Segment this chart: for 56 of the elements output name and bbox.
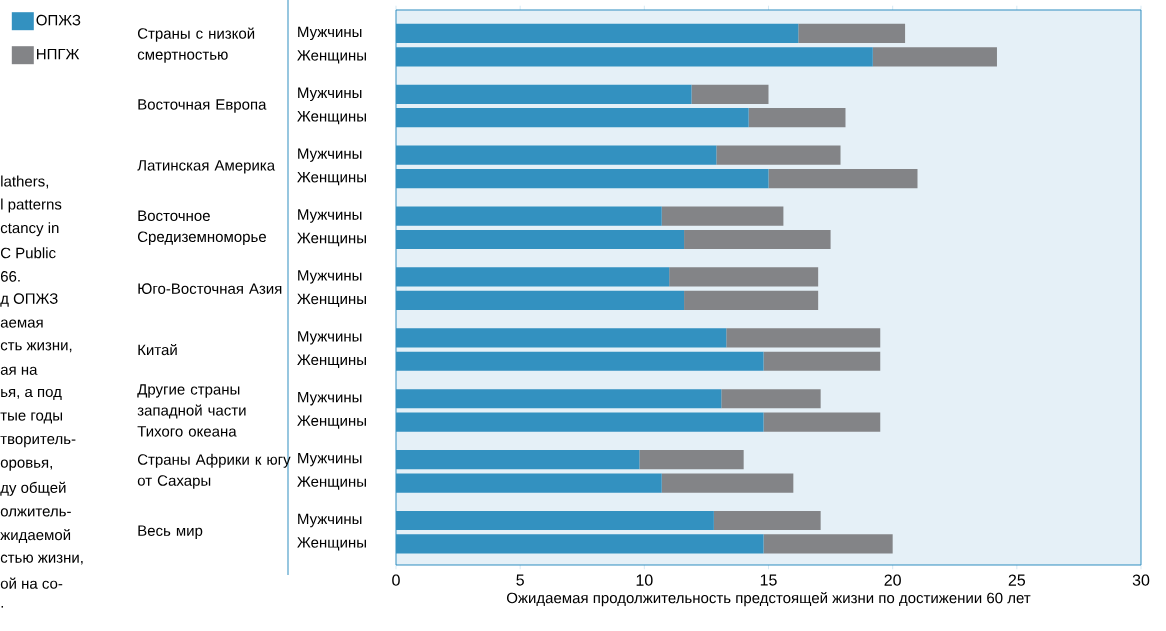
text: C Public (0, 247, 56, 259)
x-tick-label: 5 (516, 574, 524, 586)
x-tick-label: 20 (884, 574, 901, 586)
text: стью жизни, (0, 554, 83, 565)
text: аемая (0, 319, 43, 328)
text: творитель- (0, 436, 76, 448)
text: Юго-Восточная Азия (138, 283, 282, 294)
text: ой на со- (0, 577, 63, 589)
x-axis-title: Ожидаемая продолжительность предстоящей жизни по достижении 60 лет (507, 591, 1031, 607)
text: . (1, 606, 3, 608)
text: Восточное Средиземноморье (137, 210, 266, 245)
x-tick-label: 10 (636, 574, 653, 586)
y-tick-label: Женщины (297, 232, 366, 247)
text: ctancy in (0, 222, 59, 237)
text: оровья, (0, 459, 52, 471)
text: Китай (138, 343, 177, 356)
text: Страны Африки к югу от Сахары (137, 453, 291, 489)
text: Восточная Европа (138, 99, 267, 113)
x-tick-label: 0 (392, 574, 400, 586)
text: lathers, (1, 175, 49, 189)
y-tick-label: Мужчины (298, 270, 362, 284)
y-tick-label: Женщины (297, 415, 366, 429)
text: ья, а под (1, 388, 62, 400)
y-tick-label: Мужчины (298, 513, 362, 528)
y-tick-label: Мужчины (298, 452, 362, 467)
text: Весь мир (138, 525, 203, 539)
text: 66. (0, 271, 20, 282)
y-tick-label: Женщины (297, 293, 366, 308)
text: ду общей (0, 481, 66, 496)
text: Другие страны западной части Тихого океана (137, 384, 246, 437)
y-tick-label: Мужчины (298, 148, 362, 162)
text: олжитель- (0, 508, 71, 517)
legend-label: ОПЖЗ (36, 14, 81, 26)
x-tick-label: 30 (1132, 574, 1150, 586)
text: жидаемой (0, 528, 71, 544)
text: тые годы (0, 412, 63, 424)
y-tick-label: Женщины (297, 354, 366, 368)
text: Латинская Америка (137, 160, 276, 174)
x-tick-label: 15 (760, 574, 777, 586)
y-tick-label: Женщины (297, 171, 366, 186)
text: Страны с низкой смертностью (137, 27, 255, 63)
x-tick-label: 25 (1008, 574, 1026, 586)
y-tick-label: Мужчины (298, 392, 362, 406)
text: l patterns (1, 198, 62, 213)
legend-label: НПГЖ (37, 48, 80, 60)
y-tick-label: Мужчины (298, 26, 362, 41)
y-tick-label: Мужчины (298, 87, 362, 102)
text: сть жизни, (0, 342, 72, 353)
y-tick-label: Женщины (297, 50, 366, 64)
y-tick-label: Женщины (297, 476, 366, 490)
y-tick-label: Женщины (297, 111, 366, 125)
y-tick-label: Мужчины (298, 331, 362, 345)
y-tick-label: Женщины (297, 537, 366, 551)
text: ая на (0, 366, 38, 375)
text: д ОПЖЗ (0, 293, 58, 307)
y-tick-label: Мужчины (298, 209, 362, 223)
